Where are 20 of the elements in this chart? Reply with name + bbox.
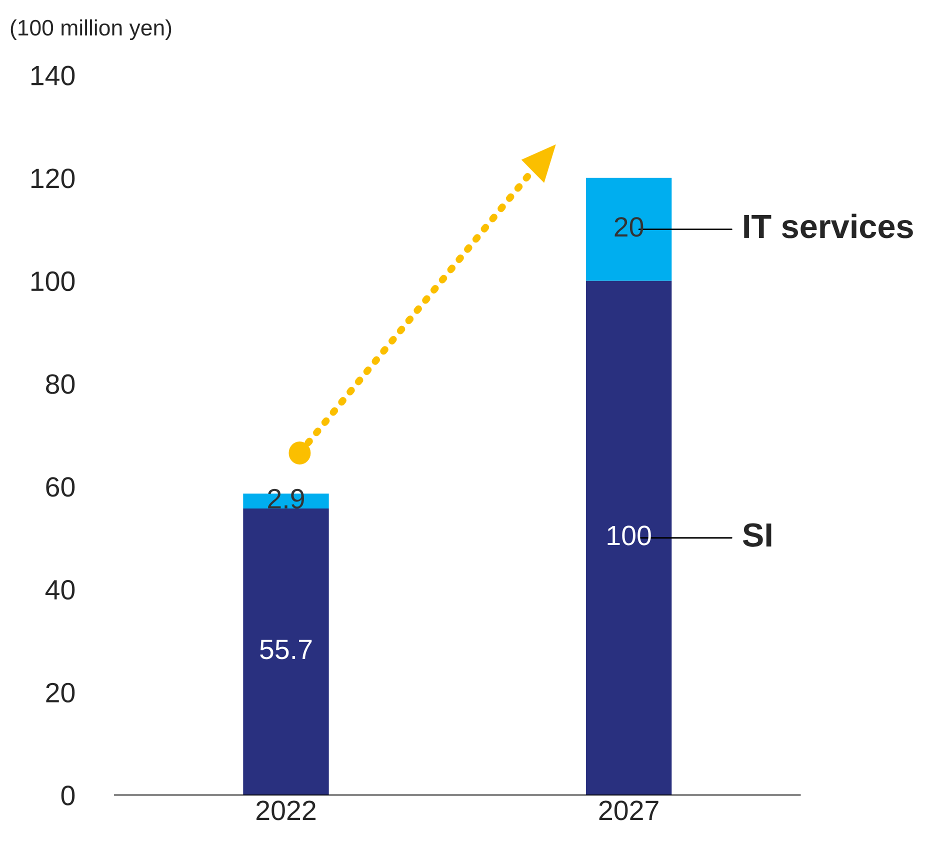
bar [586, 178, 672, 281]
data-label: 2.9 [268, 488, 304, 509]
y-tick-label: 100 [31, 271, 75, 292]
text: SI [742, 523, 772, 547]
bar [243, 508, 329, 795]
y-tick-label: 60 [46, 477, 75, 497]
bar [586, 280, 672, 795]
data-label: 20 [614, 217, 644, 237]
x-tick-label: 2022 [256, 800, 316, 820]
y-tick-label: 0 [61, 786, 75, 806]
y-tick-label: 20 [46, 682, 75, 702]
data-label: 55.7 [260, 640, 312, 660]
data-label: 100 [608, 526, 651, 546]
text: IT services [744, 214, 913, 238]
y-axis-title: (100 million yen) [10, 19, 172, 40]
y-tick-label: 40 [45, 580, 75, 600]
x-tick-label: 2027 [599, 800, 658, 820]
y-tick-label: 120 [31, 168, 75, 188]
y-tick-label: 140 [31, 66, 75, 86]
y-tick-label: 80 [46, 374, 75, 394]
